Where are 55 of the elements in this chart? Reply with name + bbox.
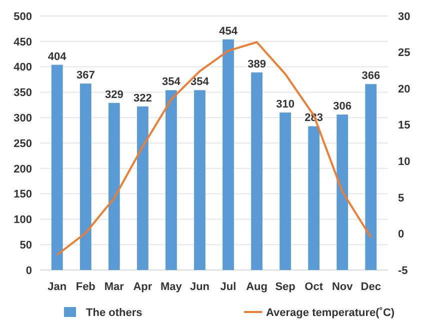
y2-tick-label: 20 xyxy=(398,83,410,96)
x-tick-label: Nov xyxy=(332,281,354,293)
y-tick-label: 400 xyxy=(14,62,32,74)
x-tick-label: Jan xyxy=(48,281,67,293)
y-tick-label: 0 xyxy=(26,264,32,277)
bar xyxy=(308,126,320,270)
data-label: 310 xyxy=(276,98,294,111)
data-label: 329 xyxy=(104,88,124,101)
data-label: 367 xyxy=(76,70,95,82)
data-label: 366 xyxy=(362,70,380,82)
bar xyxy=(222,39,234,270)
data-label: 306 xyxy=(333,100,352,113)
x-tick-label: Sep xyxy=(275,281,296,293)
y2-tick-label: 25 xyxy=(398,47,410,60)
y-tick-label: 200 xyxy=(14,163,32,176)
y2-tick-label: 5 xyxy=(398,192,404,204)
data-label: 404 xyxy=(48,50,68,63)
bar xyxy=(108,102,120,270)
y-tick-label: 350 xyxy=(14,87,32,100)
y-tick-label: 300 xyxy=(14,112,32,124)
x-tick-label: Mar xyxy=(104,281,125,293)
x-tick-label: Dec xyxy=(360,281,381,293)
data-label: 354 xyxy=(162,76,182,88)
bar xyxy=(251,72,262,270)
bar xyxy=(80,84,92,270)
y-tick-label: 150 xyxy=(14,188,32,201)
data-label: 454 xyxy=(219,25,238,38)
data-label: 322 xyxy=(134,92,152,104)
legend-label: Average temperature(˚C) xyxy=(266,306,395,319)
bar xyxy=(136,106,148,270)
x-tick-label: Apr xyxy=(133,281,153,293)
y2-tick-label: 15 xyxy=(398,120,410,132)
y-tick-label: 100 xyxy=(14,214,32,226)
bar xyxy=(51,64,63,270)
x-tick-label: Oct xyxy=(304,281,324,293)
bar xyxy=(365,84,377,270)
bar xyxy=(336,114,348,270)
x-tick-label: Feb xyxy=(76,281,96,293)
y-tick-label: 50 xyxy=(20,239,32,252)
x-tick-label: Aug xyxy=(246,281,268,293)
bar xyxy=(166,90,177,270)
x-tick-label: May xyxy=(160,281,183,293)
y-tick-label: 500 xyxy=(14,10,32,23)
x-tick-label: Jun xyxy=(190,281,210,293)
y-tick-label: 450 xyxy=(14,36,32,48)
legend-label: The others xyxy=(86,306,142,319)
bar xyxy=(194,90,206,270)
y2-tick-label: 30 xyxy=(398,10,410,23)
y2-tick-label: 0 xyxy=(398,228,404,241)
bar xyxy=(280,112,292,270)
x-tick-label: Jul xyxy=(220,281,236,293)
y2-tick-label: -5 xyxy=(398,264,408,277)
y2-tick-label: 10 xyxy=(398,156,410,168)
y-tick-label: 250 xyxy=(14,138,32,150)
data-label: 389 xyxy=(248,58,266,70)
